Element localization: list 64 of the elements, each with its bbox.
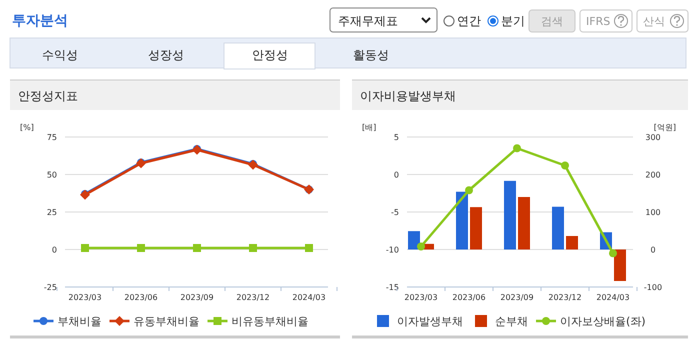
point bbox=[609, 249, 617, 258]
text: 산식 bbox=[643, 15, 665, 28]
y-tick-label: 0 bbox=[52, 246, 57, 254]
point bbox=[561, 162, 569, 170]
chart-title: 안정성지표 bbox=[18, 89, 78, 103]
x-tick-label: 2023/03 bbox=[404, 293, 438, 302]
y-tick-label: 0 bbox=[394, 170, 399, 180]
y2-tick-label: -100 bbox=[644, 283, 662, 292]
bar bbox=[518, 197, 530, 250]
y-tick-label: 50 bbox=[46, 170, 57, 180]
bar bbox=[456, 192, 468, 250]
legend-label: 이자보상배율(좌) bbox=[560, 315, 646, 328]
text: IFRS bbox=[586, 15, 610, 28]
x-tick-label: 2023/06 bbox=[452, 293, 486, 302]
point bbox=[513, 144, 521, 152]
bar bbox=[566, 236, 578, 250]
x-tick-label: 2023/09 bbox=[500, 293, 534, 302]
point bbox=[249, 244, 257, 252]
x-tick-label: 2023/09 bbox=[180, 293, 214, 302]
x-tick-label: 2024/03 bbox=[596, 293, 630, 302]
y2-axis-title: [억원] bbox=[654, 123, 676, 132]
bar bbox=[504, 180, 516, 250]
legend-label: 순부채 bbox=[495, 315, 528, 328]
y-tick-label: 25 bbox=[46, 208, 57, 217]
point bbox=[81, 244, 89, 252]
point bbox=[137, 244, 145, 252]
x-tick-label: 2023/12 bbox=[236, 293, 270, 302]
y2-tick-label: 300 bbox=[645, 133, 661, 142]
y-tick-label: 75 bbox=[46, 133, 57, 142]
point bbox=[193, 244, 201, 252]
bar bbox=[408, 231, 420, 250]
text: 활동성 bbox=[353, 48, 389, 62]
text: 연간 bbox=[457, 14, 481, 28]
legend-label: 비유동부채비율 bbox=[232, 315, 308, 328]
y-tick-label: -25 bbox=[44, 283, 57, 292]
y2-tick-label: 200 bbox=[645, 170, 661, 180]
y-tick-label: -10 bbox=[386, 246, 399, 254]
point bbox=[305, 244, 313, 252]
text: 주재무제표 bbox=[338, 14, 398, 28]
point bbox=[417, 242, 425, 250]
y2-tick-label: 0 bbox=[650, 246, 656, 254]
x-tick-label: 2023/03 bbox=[68, 293, 102, 302]
x-tick-label: 2024/03 bbox=[292, 293, 326, 302]
y-tick-label: -5 bbox=[391, 208, 399, 217]
y-axis-title: [배] bbox=[362, 123, 376, 132]
legend-label: 부채비율 bbox=[58, 315, 102, 328]
point bbox=[465, 186, 473, 194]
y-tick-label: 5 bbox=[394, 133, 399, 142]
legend-label: 유동부채비율 bbox=[134, 315, 200, 328]
legend-label: 이자발생부채 bbox=[397, 315, 463, 328]
y2-tick-label: 100 bbox=[645, 208, 661, 217]
bar bbox=[470, 207, 482, 250]
bar bbox=[614, 250, 626, 281]
bar bbox=[552, 206, 564, 250]
y-axis-title: [%] bbox=[20, 123, 34, 132]
text: 안정성 bbox=[252, 48, 288, 62]
x-tick-label: 2023/12 bbox=[548, 293, 582, 302]
text: 수익성 bbox=[42, 48, 78, 62]
chart-title: 이자비용발생부채 bbox=[360, 89, 456, 103]
x-tick-label: 2023/06 bbox=[124, 293, 158, 302]
text: 검색 bbox=[541, 15, 563, 28]
text: 분기 bbox=[501, 14, 525, 28]
text: 투자분석 bbox=[12, 13, 68, 29]
text: 성장성 bbox=[148, 48, 184, 62]
